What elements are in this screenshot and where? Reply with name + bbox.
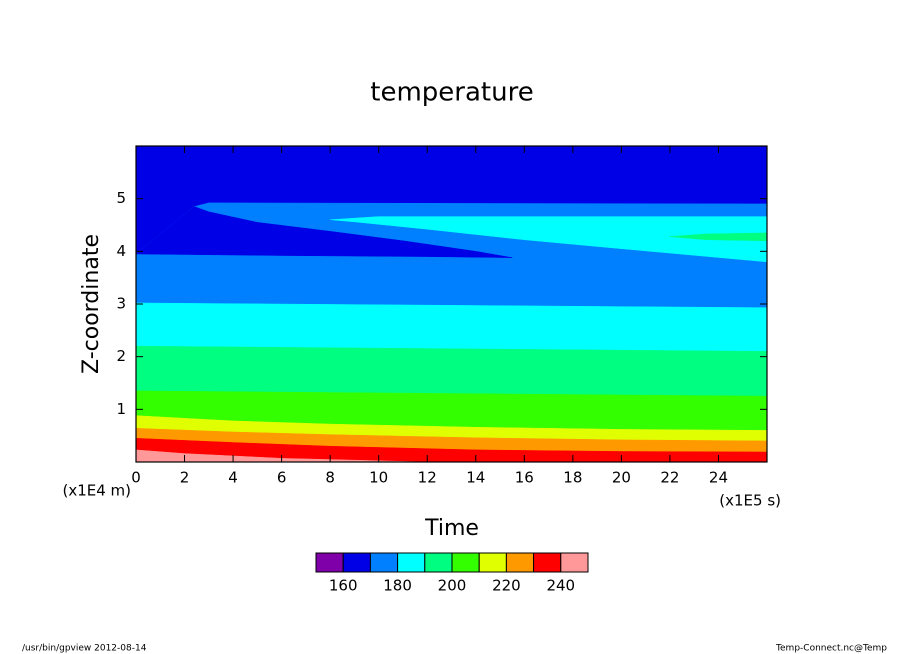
y-tick-label: 4: [116, 242, 126, 260]
colorbar-box: [451, 552, 480, 573]
chart-title: temperature: [370, 78, 533, 108]
x-tick-label: 24: [709, 469, 728, 487]
x-tick-label: 0: [131, 469, 141, 487]
x-tick-label: 20: [612, 469, 631, 487]
colorbar-box: [533, 552, 562, 573]
y-tick-label: 2: [116, 347, 126, 365]
colorbar-box: [505, 552, 535, 573]
colorbar-label: 240: [546, 577, 575, 595]
colorbar-label: 200: [438, 577, 467, 595]
colorbar-box: [560, 552, 589, 573]
colorbar-box: [369, 552, 399, 573]
colorbar-box: [478, 552, 507, 573]
x-axis-label: Time: [424, 516, 479, 541]
x-tick-label: 18: [563, 469, 582, 487]
x-tick-label: 4: [228, 469, 238, 487]
footer-right: Temp-Connect.nc@Temp: [775, 644, 887, 654]
x-tick-label: 14: [466, 469, 485, 487]
x-unit: (x1E5 s): [719, 492, 781, 510]
y-tick-label: 1: [116, 400, 126, 418]
colorbar-label: 180: [383, 577, 412, 595]
y-tick-label: 3: [116, 295, 126, 313]
x-tick-label: 6: [277, 469, 287, 487]
x-tick-label: 8: [325, 469, 335, 487]
contour-region: [330, 216, 768, 263]
colorbar-box: [424, 552, 453, 573]
y-axis-label: Z-coordinate: [79, 234, 104, 374]
x-tick-label: 16: [515, 469, 534, 487]
x-tick-label: 22: [660, 469, 679, 487]
x-tick-label: 10: [369, 469, 388, 487]
x-tick-label: 12: [418, 469, 437, 487]
footer-left: /usr/bin/gpview 2012-08-14: [22, 644, 147, 654]
x-tick-label: 2: [180, 469, 190, 487]
y-unit: (x1E4 m): [62, 482, 131, 500]
contour-region: [135, 206, 513, 258]
colorbar-label: 220: [492, 577, 521, 595]
y-tick-label: 5: [116, 189, 126, 207]
colorbar-box: [342, 552, 371, 573]
colorbar-box: [315, 552, 344, 573]
colorbar-box: [397, 552, 426, 573]
colorbar-label: 160: [329, 577, 358, 595]
